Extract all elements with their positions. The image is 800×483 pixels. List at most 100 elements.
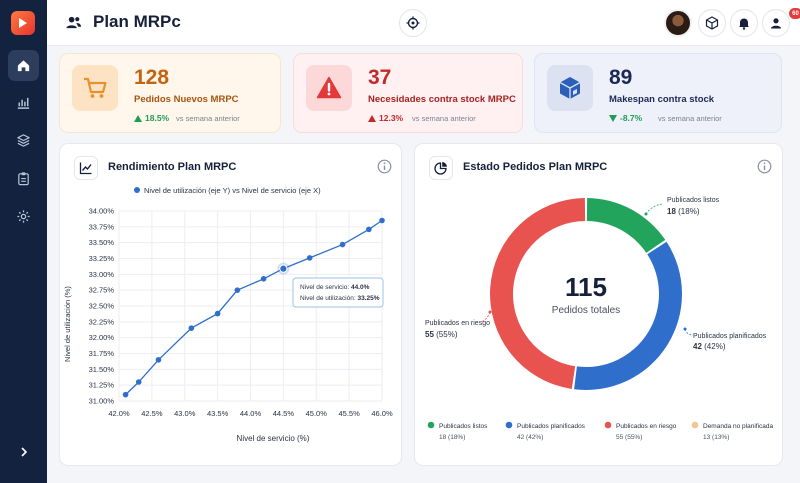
sidebar-item-layers[interactable] (8, 125, 39, 156)
donut-legend: Publicados listos 18 (18%) Publicados pl… (427, 421, 773, 441)
callout-dot (488, 310, 492, 314)
callout-risk-value: 55 (55%) (425, 330, 458, 339)
kpi-value: 128 (134, 66, 170, 89)
x-tick-label: 45.5% (338, 409, 360, 418)
legend-value: 13 (13%) (703, 434, 729, 441)
orders-status-panel: Estado Pedidos Plan MRPC 115 Pedidos tot… (414, 143, 783, 466)
avatar[interactable] (664, 9, 692, 37)
app-logo[interactable] (11, 11, 35, 35)
data-point[interactable] (279, 264, 288, 273)
x-tick-label: 42.5% (141, 409, 163, 418)
kpi-card-stock-needs[interactable]: 37 Necesidades contra stock MRPC 12.3% v… (293, 53, 523, 133)
x-tick-label: 42.0% (108, 409, 130, 418)
logo-icon (19, 18, 27, 28)
panel-title: Estado Pedidos Plan MRPC (463, 161, 608, 173)
chart-grid (118, 210, 383, 402)
data-point[interactable] (188, 325, 195, 331)
legend-label: Publicados en riesgo (616, 423, 677, 430)
y-tick-label: 31.00% (89, 397, 115, 406)
page-title: Plan MRPc (93, 12, 181, 31)
kpi-icon-box (547, 65, 593, 111)
cart-icon (84, 77, 107, 98)
data-point[interactable] (214, 310, 221, 317)
y-tick-label: 33.75% (89, 222, 115, 231)
x-axis-label: Nivel de servicio (%) (237, 434, 310, 443)
data-point[interactable] (155, 357, 162, 363)
x-tick-label: 44.0% (240, 409, 262, 418)
callout-ready-value: 18 (18%) (667, 207, 700, 216)
warning-icon (316, 76, 342, 99)
data-point[interactable] (135, 379, 142, 385)
legend-swatch (604, 421, 612, 429)
kpi-change: 18.5% (134, 113, 169, 123)
kpi-card-makespan[interactable]: 89 Makespan contra stock -8.7% vs semana… (534, 53, 782, 133)
callout-leader (645, 203, 663, 215)
legend-label: Demanda no planificada (703, 423, 773, 430)
data-point[interactable] (122, 391, 129, 398)
callout-ready-label: Publicados listos (667, 197, 720, 204)
target-button[interactable] (399, 9, 427, 37)
y-tick-label: 31.75% (89, 349, 115, 358)
donut-slice[interactable] (574, 241, 683, 391)
info-icon[interactable] (377, 159, 392, 174)
sidebar-item-home[interactable] (8, 50, 39, 81)
sidebar-item-reports[interactable] (8, 87, 39, 118)
kpi-value: 37 (368, 66, 392, 89)
series-points (122, 217, 385, 398)
series-line (125, 219, 383, 396)
x-tick-label: 43.5% (207, 409, 229, 418)
users-icon (66, 16, 82, 29)
data-point[interactable] (234, 287, 241, 293)
donut-slices (490, 198, 683, 391)
x-tick-label: 45.0% (306, 409, 328, 418)
callout-planned-value: 42 (42%) (693, 342, 726, 351)
kpi-compare-text: vs semana anterior (176, 114, 240, 123)
kpi-icon-box (306, 65, 352, 111)
legend-swatch (427, 421, 435, 429)
crosshair-icon (406, 16, 420, 30)
legend-value: 55 (55%) (616, 434, 642, 441)
callout-dot (644, 212, 648, 216)
profile-button[interactable] (762, 9, 790, 37)
cube-icon (705, 16, 719, 30)
x-tick-label: 44.5% (273, 409, 295, 418)
kpi-label: Pedidos Nuevos MRPC (134, 94, 239, 105)
modules-button[interactable] (698, 9, 726, 37)
data-point[interactable] (366, 226, 372, 233)
donut-slice[interactable] (490, 198, 586, 389)
data-point[interactable] (260, 275, 267, 282)
callout-leader (684, 328, 694, 336)
legend-swatch (691, 421, 699, 429)
home-icon (17, 60, 30, 72)
sidebar-item-tasks[interactable] (8, 163, 39, 194)
kpi-card-new-orders[interactable]: 128 Pedidos Nuevos MRPC 18.5% vs semana … (59, 53, 281, 133)
callout-planned-label: Publicados planificados (693, 333, 767, 340)
kpi-change-value: 12.3% (379, 113, 404, 123)
bell-icon (739, 18, 749, 30)
chart-legend: Nivel de utilización (eje Y) vs Nivel de… (144, 186, 321, 195)
chart-tooltip: Nivel de servicio: 44.0% Nivel de utiliz… (292, 277, 384, 308)
notifications-button[interactable] (730, 9, 758, 37)
x-tick-label: 43.0% (174, 409, 196, 418)
sidebar-item-settings[interactable] (8, 201, 39, 232)
clipboard-icon (18, 172, 29, 186)
callout-risk-label: Publicados en riesgo (425, 320, 490, 327)
kpi-label: Necesidades contra stock MRPC (368, 94, 516, 105)
data-point[interactable] (306, 255, 313, 261)
y-tick-label: 34.00% (89, 207, 115, 216)
legend-label: Publicados listos (439, 423, 488, 430)
box-icon (559, 77, 581, 99)
y-tick-label: 32.25% (89, 317, 115, 326)
donut-slice[interactable] (586, 198, 666, 253)
kpi-value: 89 (609, 66, 633, 89)
kpi-change: -8.7% (609, 113, 642, 123)
data-point[interactable] (339, 241, 346, 248)
legend-marker (134, 187, 140, 193)
data-point[interactable] (379, 217, 385, 224)
sidebar-expand-button[interactable] (8, 436, 39, 467)
donut-total-value: 115 (565, 272, 607, 302)
info-icon[interactable] (757, 159, 772, 174)
x-tick-label: 46.0% (371, 409, 393, 418)
user-icon (771, 18, 781, 29)
line-chart-icon (79, 162, 92, 175)
